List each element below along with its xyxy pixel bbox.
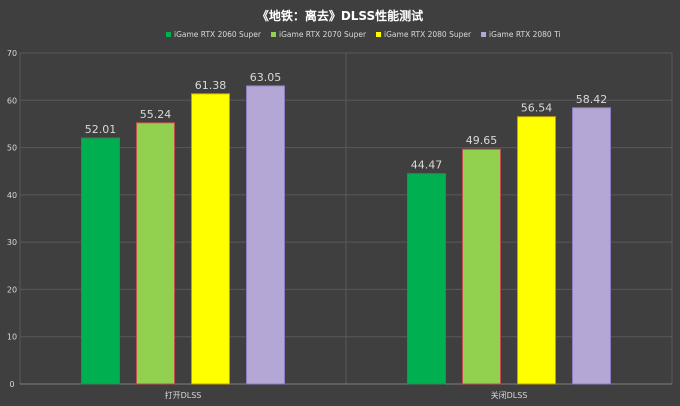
y-tick-label: 0: [9, 380, 14, 389]
data-label: 52.01: [85, 123, 117, 136]
y-tick-label: 20: [7, 285, 17, 294]
legend-label: iGame RTX 2080 Ti: [489, 30, 560, 39]
bar: [572, 107, 611, 385]
data-label: 49.65: [466, 134, 498, 147]
legend-label: iGame RTX 2080 Super: [384, 30, 472, 39]
data-label: 55.24: [140, 108, 172, 121]
data-label: 44.47: [411, 159, 443, 172]
bar: [462, 148, 501, 385]
y-tick-label: 70: [7, 49, 17, 58]
bar: [191, 93, 230, 385]
x-axis: 打开DLSS 关闭DLSS: [165, 390, 528, 400]
bar: [136, 122, 175, 385]
legend-swatch: [376, 32, 382, 37]
y-tick-label: 40: [7, 191, 17, 200]
x-tick-label: 关闭DLSS: [491, 390, 528, 400]
legend-label: iGame RTX 2070 Super: [279, 30, 367, 39]
chart-title: 《地铁：离去》DLSS性能测试: [257, 8, 423, 23]
legend-swatch: [481, 32, 487, 37]
data-labels: 52.01 55.24 61.38 63.05 44.47 49.65 56.54 58.42: [85, 71, 608, 172]
legend: iGame RTX 2060 Super iGame RTX 2070 Super…: [166, 30, 561, 39]
data-label: 63.05: [250, 71, 282, 84]
data-label: 56.54: [521, 102, 553, 115]
y-tick-label: 50: [7, 144, 17, 153]
bars: [81, 85, 611, 385]
x-tick-label: 打开DLSS: [165, 390, 202, 400]
y-tick-label: 60: [7, 96, 17, 105]
legend-swatch: [271, 32, 277, 37]
y-tick-label: 30: [7, 238, 17, 247]
data-label: 61.38: [195, 79, 227, 92]
y-tick-label: 10: [7, 333, 17, 342]
bar: [81, 137, 120, 385]
legend-swatch: [166, 32, 171, 37]
gridlines: [19, 52, 673, 385]
data-label: 58.42: [576, 93, 608, 106]
legend-label: iGame RTX 2060 Super: [174, 30, 262, 39]
bar: [407, 173, 446, 385]
bar: [517, 116, 556, 385]
y-axis: 0 10 20 30 40 50 60 70: [7, 49, 17, 389]
bar: [246, 85, 285, 385]
